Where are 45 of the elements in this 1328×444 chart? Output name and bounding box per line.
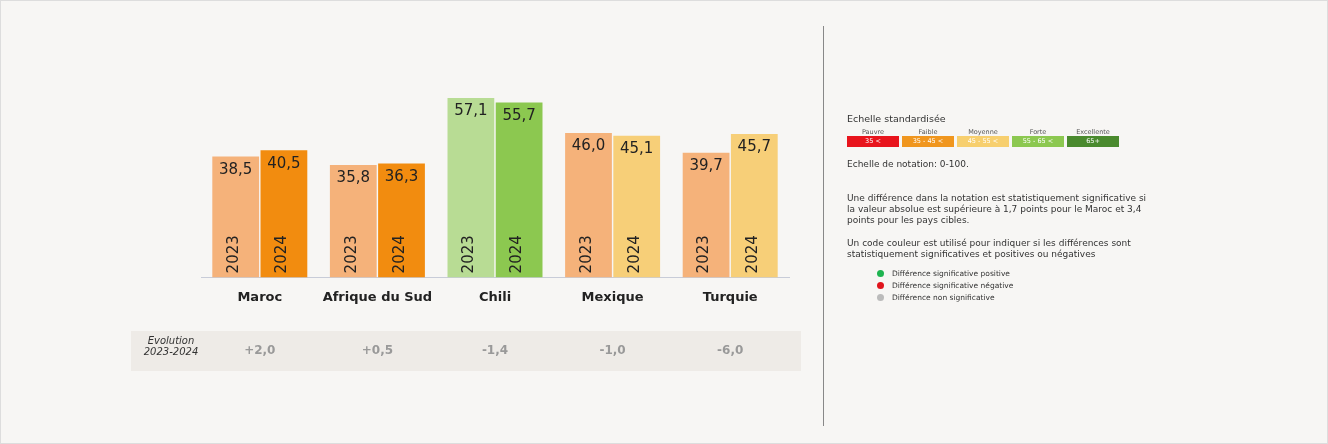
bar xyxy=(212,156,260,278)
data-label: 40,5 xyxy=(267,153,301,172)
text: Un code couleur est utilisé pour indiquer si les différences sont statistiquement significatives et positives ou négatives xyxy=(847,238,1132,260)
series-label: 2023 xyxy=(224,235,243,274)
text: 2023 xyxy=(576,235,595,274)
text: 2024 xyxy=(742,235,761,274)
bar xyxy=(613,135,661,278)
data-label: 35,8 xyxy=(336,168,370,187)
data-label: 55,7 xyxy=(502,105,536,124)
data-label: 39,7 xyxy=(689,156,723,175)
data-label: 46,0 xyxy=(571,136,606,155)
x-tick-label: Chili xyxy=(478,288,512,304)
data-label: 45,7 xyxy=(737,137,772,156)
series-label: 2024 xyxy=(272,235,291,274)
data-label: 38,5 xyxy=(218,159,253,178)
data-label: 45,1 xyxy=(620,139,654,158)
text: 2024 xyxy=(389,235,408,274)
bar xyxy=(682,152,730,278)
x-tick-label: Mexique xyxy=(581,288,644,304)
text: -1,0 xyxy=(599,343,626,357)
text: 2023 xyxy=(341,235,360,274)
data-label: 57,1 xyxy=(454,101,488,120)
data-label: 36,3 xyxy=(384,166,419,185)
bar xyxy=(378,163,425,278)
bar xyxy=(565,132,612,278)
text: Echelle standardisée xyxy=(847,113,947,124)
bar xyxy=(260,150,308,278)
bar xyxy=(495,102,543,278)
bar xyxy=(730,133,778,278)
text: +2,0 xyxy=(244,343,276,357)
text: +0,5 xyxy=(361,343,394,357)
bar xyxy=(329,164,377,278)
text: 2024 xyxy=(507,235,526,274)
x-tick-label: Afrique du Sud xyxy=(322,288,433,304)
text: Evolution 2023-2024 xyxy=(142,335,200,357)
x-tick-label: Turquie xyxy=(702,288,758,304)
bar xyxy=(447,98,495,278)
text: 2023 xyxy=(694,235,713,274)
text: -1,4 xyxy=(481,343,509,357)
x-tick-label: Maroc xyxy=(237,288,283,304)
text: 2023 xyxy=(459,235,478,274)
text: Une différence dans la notation est statistiquement significative si la valeur absolue est supérieure à 1,7 points pour le Maroc et 3,4 points pour les pays cibles. xyxy=(847,193,1148,226)
text: -6,0 xyxy=(717,343,744,357)
text: Echelle de notation: 0-100. xyxy=(847,159,970,169)
text: 2024 xyxy=(625,235,644,274)
